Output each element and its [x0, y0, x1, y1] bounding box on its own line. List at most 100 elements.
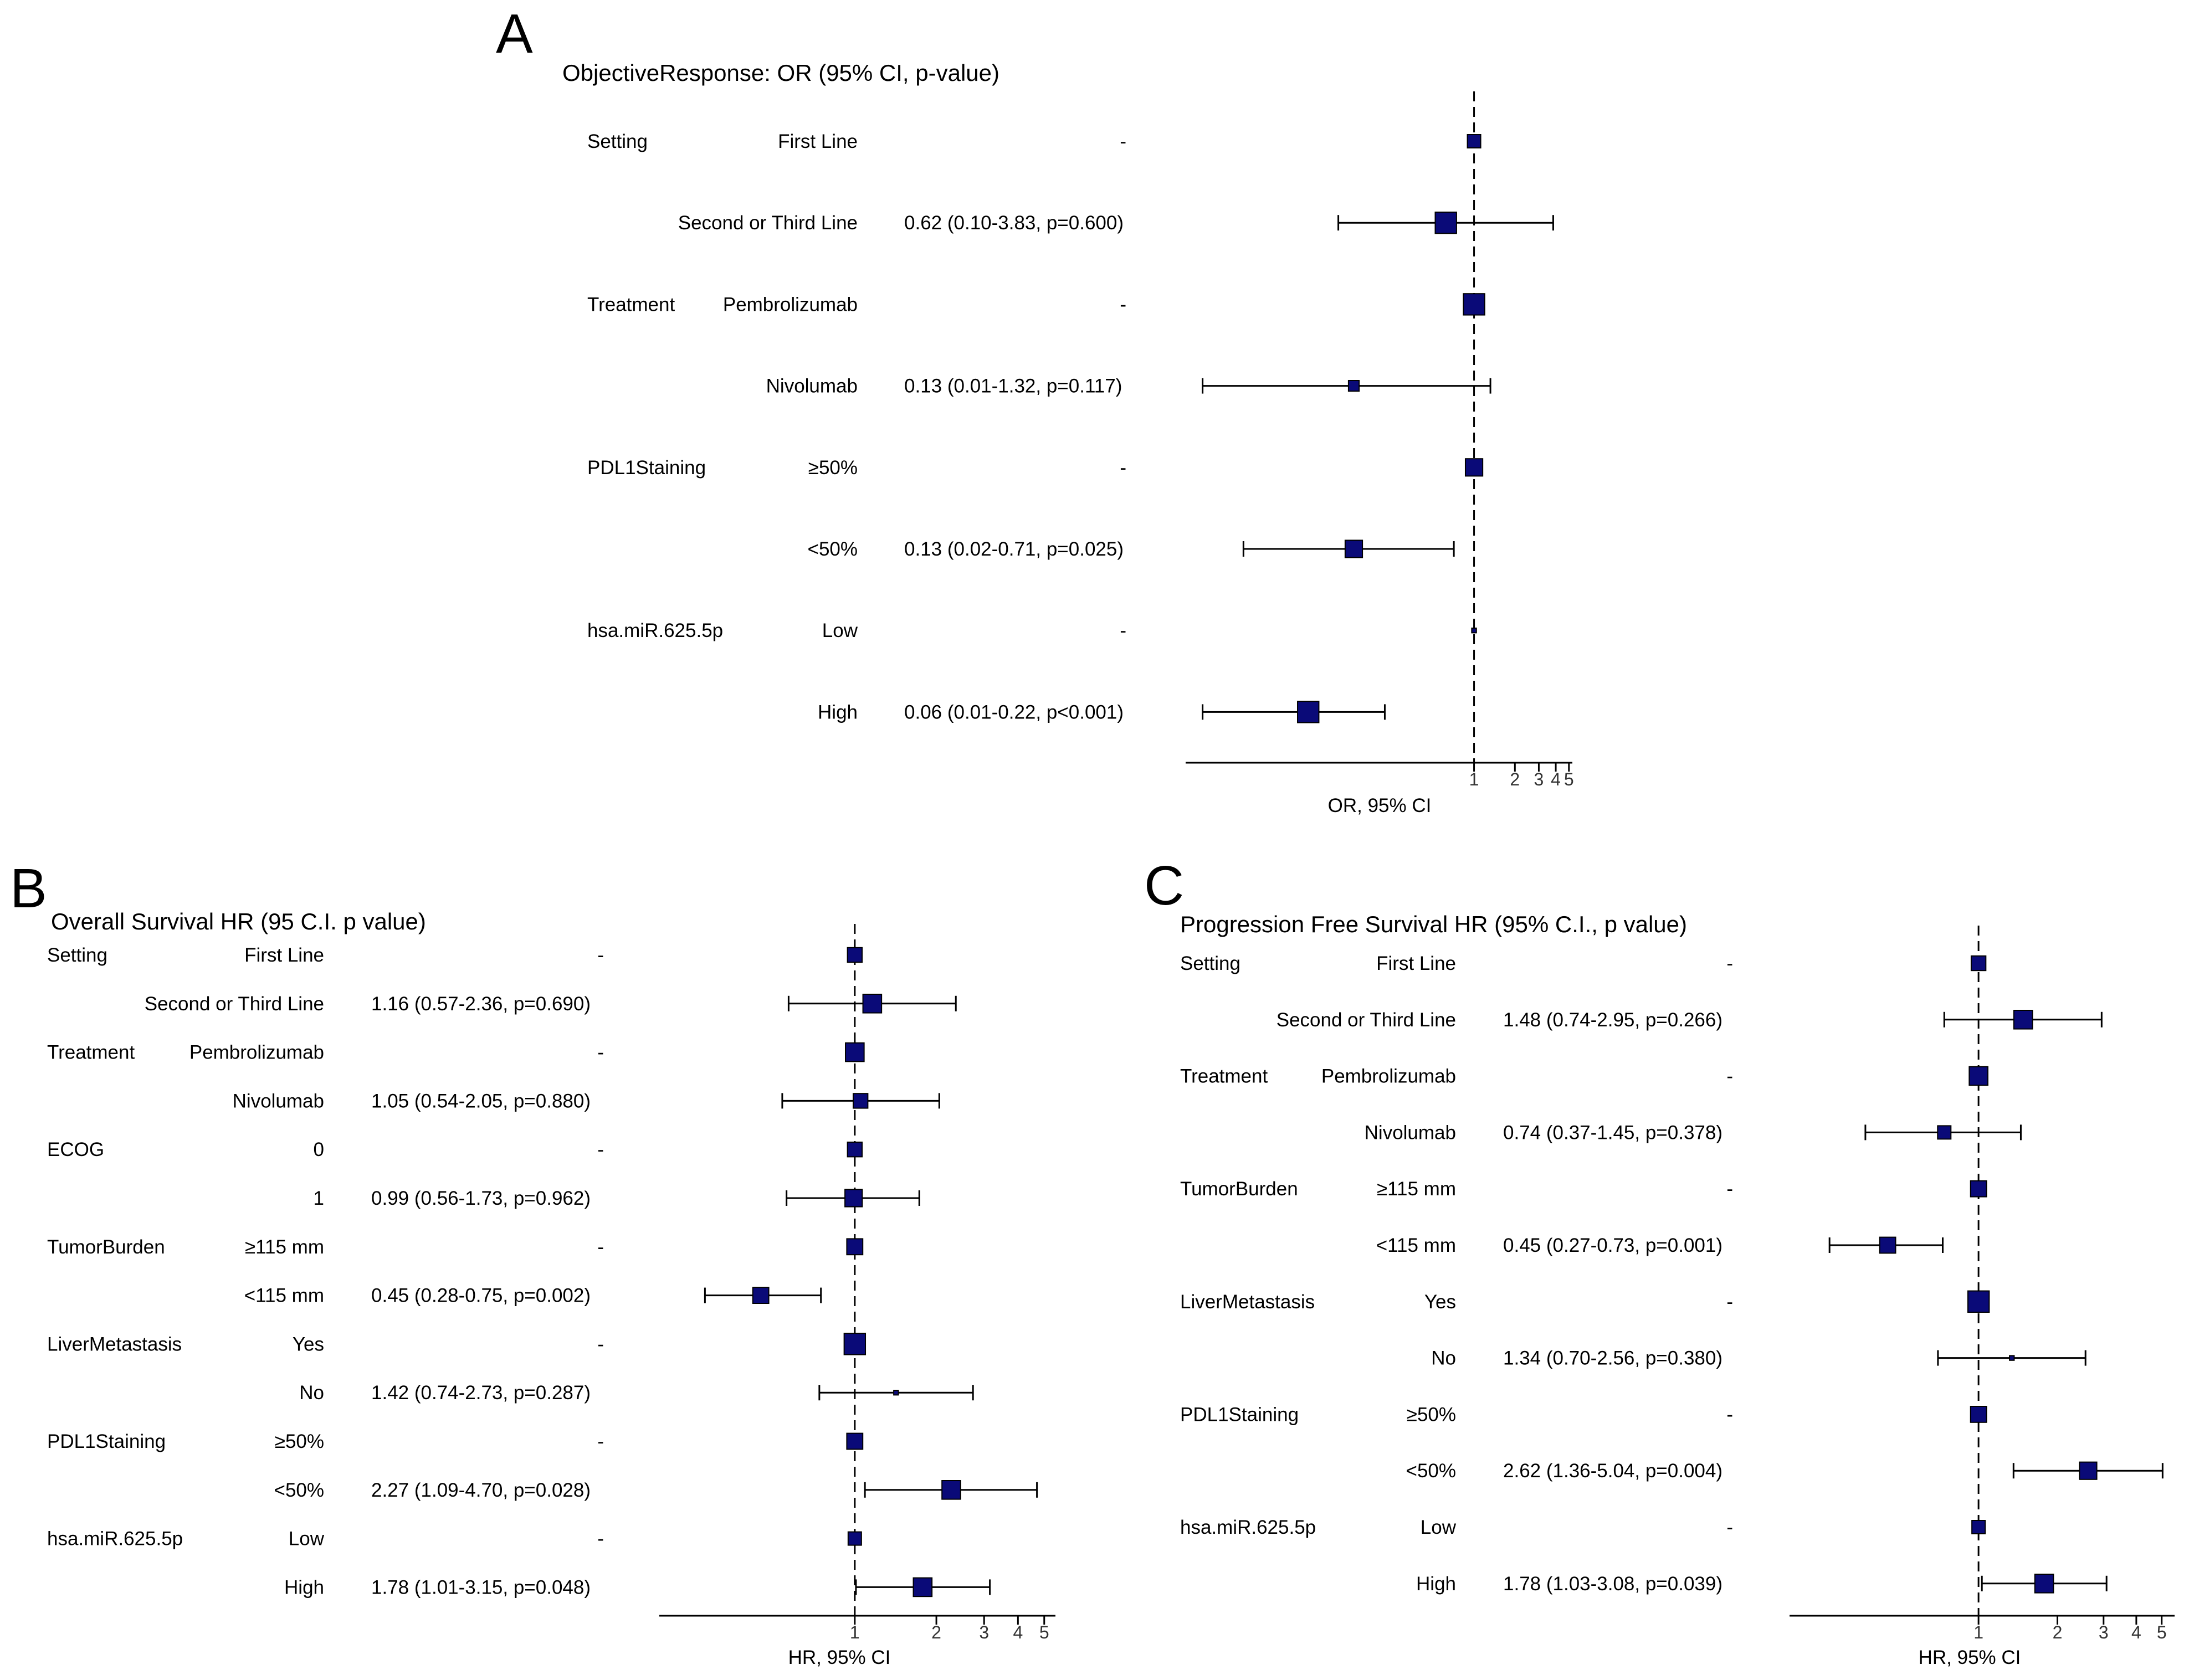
x-axis-title: OR, 95% CI — [1328, 795, 1432, 816]
row-level-label: Low — [289, 1528, 325, 1550]
x-tick-label: 3 — [1534, 769, 1544, 789]
point-estimate-marker — [847, 1142, 863, 1158]
point-estimate-marker — [843, 1333, 867, 1355]
row-estimate-text: - — [1726, 1404, 1733, 1425]
forest-panel-c: 1 2 3 4 5 HR, 95% CI Setting First Line - Second … — [1180, 926, 2175, 1668]
point-estimate-marker — [1970, 1180, 1987, 1198]
point-estimate-marker — [844, 1189, 863, 1208]
row-variable-label: Treatment — [47, 1042, 135, 1064]
x-tick-label: 4 — [1551, 769, 1561, 789]
row-estimate-text: - — [1726, 1291, 1733, 1313]
row-level-label: High — [818, 701, 858, 723]
panel-b-title: Overall Survival HR (95 C.I. p value) — [51, 908, 426, 934]
point-estimate-marker — [846, 1238, 864, 1256]
row-level-label: Pembrolizumab — [189, 1042, 324, 1064]
point-estimate-marker — [1297, 701, 1320, 723]
row-level-label: Second or Third Line — [145, 993, 324, 1015]
row-level-label: First Line — [244, 944, 324, 966]
point-estimate-marker — [1967, 1290, 1990, 1313]
row-level-label: No — [1431, 1348, 1456, 1369]
row-estimate-text: 0.62 (0.10-3.83, p=0.600) — [904, 212, 1124, 234]
panel-letter-b: B — [10, 857, 47, 919]
point-estimate-marker — [912, 1577, 933, 1597]
row-estimate-text: - — [1726, 1517, 1733, 1538]
row-variable-label: hsa.miR.625.5p — [47, 1528, 183, 1550]
point-estimate-marker — [1467, 134, 1481, 148]
x-axis-title: HR, 95% CI — [1919, 1647, 2021, 1668]
row-estimate-text: 0.13 (0.02-0.71, p=0.025) — [904, 538, 1124, 560]
row-variable-label: Treatment — [1180, 1066, 1268, 1087]
point-estimate-marker — [845, 1042, 865, 1062]
row-estimate-text: - — [1120, 131, 1126, 152]
row-level-label: Low — [822, 620, 858, 641]
row-estimate-text: - — [597, 1139, 604, 1160]
point-estimate-marker — [2079, 1461, 2098, 1480]
row-variable-label: TumorBurden — [47, 1236, 165, 1258]
row-estimate-text: - — [1120, 620, 1126, 641]
row-estimate-text: 2.62 (1.36-5.04, p=0.004) — [1503, 1460, 1723, 1482]
row-estimate-text: - — [597, 1528, 604, 1550]
row-variable-label: Setting — [587, 131, 648, 152]
panel-c-title: Progression Free Survival HR (95% C.I., … — [1180, 911, 1687, 937]
point-estimate-marker — [1344, 540, 1363, 558]
point-estimate-marker — [1968, 1066, 1988, 1086]
row-estimate-text: 0.06 (0.01-0.22, p<0.001) — [904, 701, 1124, 723]
row-level-label: Nivolumab — [766, 376, 858, 397]
row-level-label: No — [299, 1382, 324, 1404]
row-variable-label: Setting — [47, 944, 107, 966]
row-level-label: High — [1416, 1573, 1456, 1595]
point-estimate-marker — [1937, 1125, 1952, 1140]
x-tick-label: 3 — [979, 1622, 989, 1642]
row-estimate-text: - — [1120, 294, 1126, 315]
row-level-label: <50% — [274, 1479, 325, 1501]
x-tick-label: 2 — [2053, 1622, 2063, 1642]
forest-panel-b: 1 2 3 4 5 HR, 95% CI Setting First Line - Second … — [47, 924, 1055, 1668]
x-tick-label: 3 — [2099, 1622, 2109, 1642]
point-estimate-marker — [941, 1480, 961, 1500]
x-tick-label: 5 — [2157, 1622, 2167, 1642]
x-tick-label: 5 — [1039, 1622, 1049, 1642]
row-estimate-text: 1.34 (0.70-2.56, p=0.380) — [1503, 1348, 1723, 1369]
row-level-label: Yes — [1424, 1291, 1456, 1313]
row-variable-label: hsa.miR.625.5p — [587, 620, 723, 641]
point-estimate-marker — [1879, 1236, 1896, 1254]
row-estimate-text: 1.42 (0.74-2.73, p=0.287) — [371, 1382, 591, 1404]
x-tick-label: 1 — [1973, 1622, 1983, 1642]
row-estimate-text: - — [1726, 1066, 1733, 1087]
row-level-label: Pembrolizumab — [723, 294, 858, 315]
point-estimate-marker — [893, 1390, 899, 1396]
row-estimate-text: 0.13 (0.01-1.32, p=0.117) — [904, 376, 1122, 397]
row-level-label: 0 — [314, 1139, 324, 1160]
row-level-label: Nivolumab — [1365, 1122, 1456, 1143]
row-estimate-text: 0.74 (0.37-1.45, p=0.378) — [1503, 1122, 1723, 1143]
row-level-label: Second or Third Line — [678, 212, 858, 234]
row-level-label: Pembrolizumab — [1321, 1066, 1456, 1087]
x-tick-label: 2 — [1510, 769, 1520, 789]
panel-letter-c: C — [1144, 855, 1184, 917]
point-estimate-marker — [1970, 1406, 1987, 1423]
row-estimate-text: - — [597, 1431, 604, 1452]
row-level-label: ≥115 mm — [1377, 1178, 1456, 1200]
row-level-label: High — [284, 1576, 324, 1598]
point-estimate-marker — [2034, 1574, 2054, 1594]
row-level-label: ≥50% — [808, 457, 858, 479]
row-estimate-text: 1.05 (0.54-2.05, p=0.880) — [371, 1090, 591, 1112]
row-variable-label: PDL1Staining — [1180, 1404, 1299, 1425]
row-level-label: <115 mm — [1376, 1235, 1456, 1256]
row-estimate-text: 1.16 (0.57-2.36, p=0.690) — [371, 993, 591, 1015]
row-level-label: First Line — [1376, 953, 1456, 974]
row-estimate-text: 1.78 (1.01-3.15, p=0.048) — [371, 1576, 591, 1598]
point-estimate-marker — [752, 1287, 770, 1304]
x-tick-label: 5 — [1564, 769, 1574, 789]
x-tick-label: 4 — [1013, 1622, 1023, 1642]
point-estimate-marker — [1970, 955, 1987, 972]
row-variable-label: PDL1Staining — [587, 457, 706, 479]
row-estimate-text: 0.99 (0.56-1.73, p=0.962) — [371, 1188, 591, 1209]
row-estimate-text: - — [1726, 1178, 1733, 1200]
row-estimate-text: 0.45 (0.27-0.73, p=0.001) — [1503, 1235, 1723, 1256]
point-estimate-marker — [2013, 1010, 2033, 1030]
row-level-label: Nivolumab — [233, 1090, 324, 1112]
row-estimate-text: - — [1726, 953, 1733, 974]
row-estimate-text: - — [597, 1042, 604, 1064]
